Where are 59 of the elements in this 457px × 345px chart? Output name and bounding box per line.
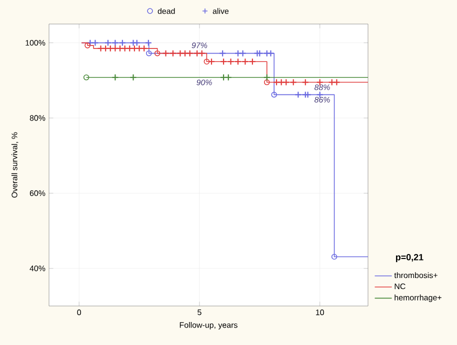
point (294, 91, 302, 98)
point (112, 44, 119, 52)
point (220, 74, 228, 81)
point (254, 50, 261, 57)
point (104, 39, 112, 46)
point (84, 42, 90, 48)
point (106, 44, 114, 52)
point (194, 50, 201, 57)
point (208, 58, 216, 66)
point (136, 44, 143, 52)
point (224, 74, 232, 81)
point (267, 50, 274, 57)
point (278, 78, 285, 86)
point (227, 58, 234, 66)
point (118, 39, 126, 46)
point (264, 79, 270, 86)
point (263, 50, 270, 57)
point (154, 50, 160, 56)
point (328, 78, 336, 86)
text: p=0,21 (396, 254, 424, 262)
point (302, 91, 309, 98)
point (239, 50, 246, 57)
point (331, 254, 338, 260)
point (198, 50, 206, 57)
point (304, 91, 312, 98)
point (112, 39, 119, 46)
point (302, 78, 309, 86)
point (263, 74, 270, 81)
point (97, 44, 104, 52)
point (220, 58, 228, 66)
point (121, 44, 128, 52)
point (86, 39, 94, 46)
point (126, 44, 134, 52)
point (333, 78, 340, 86)
point (186, 50, 194, 57)
point (234, 50, 242, 57)
point (102, 44, 110, 52)
point (248, 58, 256, 66)
point (282, 78, 290, 86)
point (146, 50, 152, 56)
point (116, 44, 124, 52)
point (290, 78, 297, 86)
point (130, 44, 138, 52)
point (181, 50, 189, 57)
point (144, 39, 152, 46)
point (112, 74, 119, 81)
point (130, 74, 137, 81)
point (130, 39, 137, 46)
point (133, 39, 140, 46)
point (271, 92, 277, 98)
point (92, 39, 99, 46)
point (176, 50, 184, 57)
point (219, 50, 226, 57)
point (242, 58, 249, 66)
point (169, 50, 177, 57)
point (234, 58, 242, 66)
point (140, 44, 148, 52)
point (272, 78, 280, 86)
point (256, 50, 264, 57)
